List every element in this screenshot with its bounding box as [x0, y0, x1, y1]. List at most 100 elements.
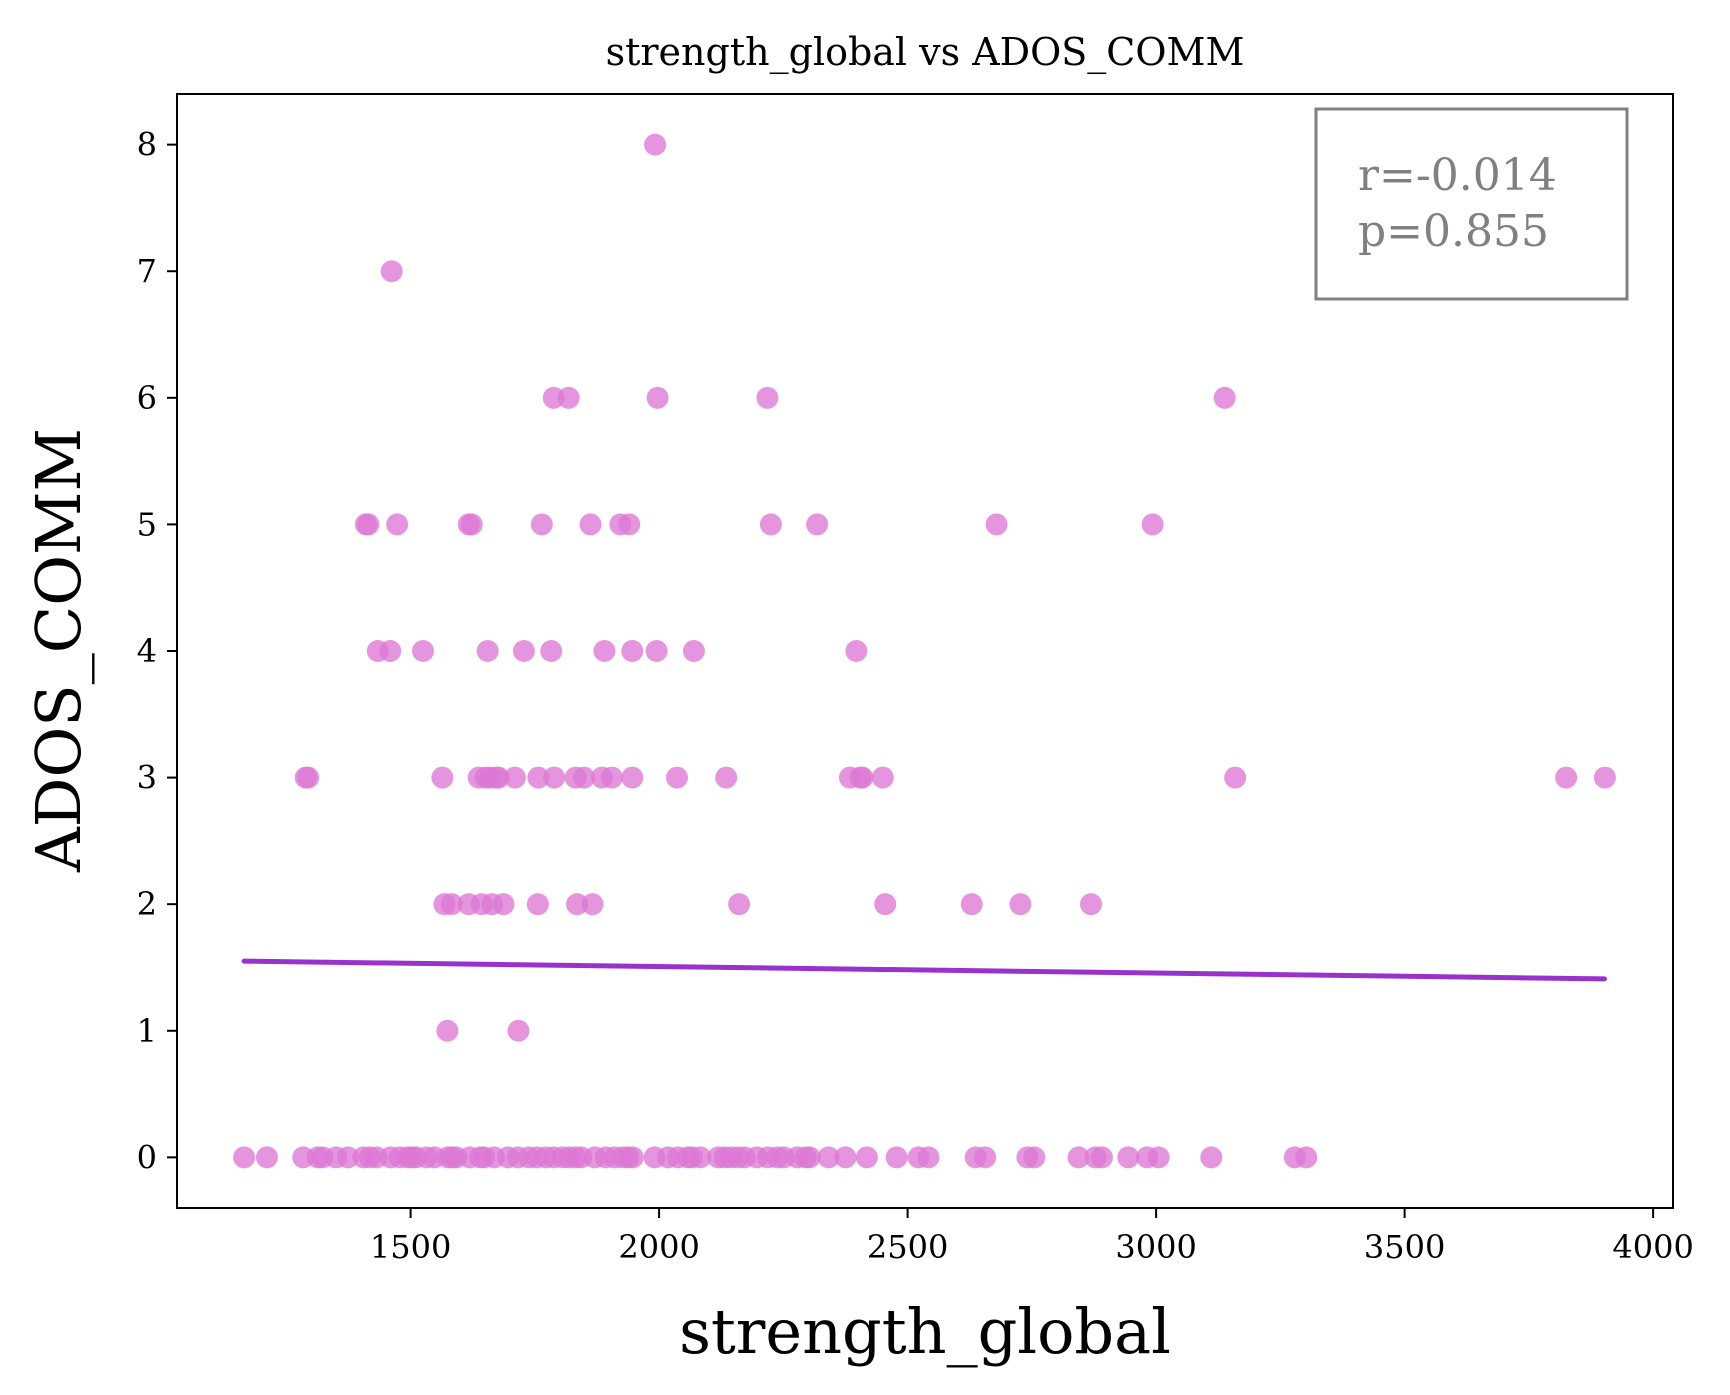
scatter-point [917, 1146, 940, 1169]
scatter-point [507, 1019, 530, 1042]
scatter-point [985, 513, 1008, 536]
scatter-point [233, 1146, 256, 1169]
y-tick-label: 6 [137, 379, 157, 417]
y-tick-label: 1 [137, 1012, 157, 1050]
scatter-points [233, 133, 1616, 1169]
scatter-point [379, 640, 402, 662]
scatter-point [460, 513, 483, 536]
x-axis-title: strength_global [679, 1295, 1171, 1368]
scatter-point [581, 893, 604, 916]
regression-line [241, 958, 1607, 982]
scatter-point [579, 513, 602, 536]
scatter-point [476, 640, 499, 662]
scatter-point [357, 513, 380, 536]
scatter-point [974, 1146, 997, 1169]
scatter-point [1224, 766, 1247, 789]
scatter-point [834, 1146, 857, 1169]
scatter-point [845, 640, 868, 662]
scatter-point [380, 260, 403, 283]
correlation-r-text: r=-0.014 [1358, 150, 1557, 201]
scatter-point [593, 640, 616, 662]
scatter-point [621, 766, 644, 789]
x-tick-label: 3500 [1364, 1228, 1445, 1266]
y-tick-label: 3 [137, 759, 157, 797]
trend-line-layer [241, 958, 1607, 982]
scatter-point [618, 513, 641, 536]
scatter-point [1117, 1146, 1140, 1169]
scatter-point [806, 513, 829, 536]
scatter-point [336, 1146, 359, 1169]
scatter-point [1147, 1146, 1170, 1169]
scatter-point [530, 513, 553, 536]
scatter-point [412, 640, 435, 662]
scatter-point [689, 1146, 712, 1169]
scatter-point [665, 766, 688, 789]
scatter-point [645, 640, 668, 662]
scatter-point [756, 386, 779, 409]
x-axis-ticks: 1500 2000 2500 3000 3500 4000 [370, 1208, 1694, 1266]
y-axis-ticks: 0 1 2 3 4 5 6 7 8 [137, 126, 177, 1176]
correlation-annotation-box: r=-0.014 p=0.855 [1314, 107, 1629, 301]
scatter-point [492, 893, 515, 916]
scatter-point [646, 386, 669, 409]
y-tick-label: 2 [137, 885, 157, 923]
scatter-point [527, 766, 550, 789]
scatter-point [526, 893, 549, 916]
scatter-point [487, 766, 510, 789]
scatter-point [1593, 766, 1616, 789]
scatter-point [798, 1146, 821, 1169]
y-tick-label: 4 [137, 632, 157, 670]
scatter-point [431, 766, 454, 789]
scatter-point [255, 1146, 278, 1169]
x-tick-label: 3000 [1115, 1228, 1196, 1266]
scatter-point [851, 766, 874, 789]
scatter-point [1023, 1146, 1046, 1169]
x-tick-label: 2000 [618, 1228, 699, 1266]
scatter-point [297, 766, 320, 789]
scatter-point [715, 766, 738, 789]
scatter-point [1090, 1146, 1113, 1169]
scatter-point [1213, 386, 1236, 409]
x-tick-label: 2500 [867, 1228, 948, 1266]
scatter-point [1009, 893, 1032, 916]
y-tick-label: 8 [137, 126, 157, 164]
scatter-point [573, 766, 596, 789]
scatter-point [728, 893, 751, 916]
scatter-point [855, 1146, 878, 1169]
scatter-point [621, 640, 644, 662]
scatter-point [600, 766, 623, 789]
scatter-point [386, 513, 409, 536]
scatter-point [503, 766, 526, 789]
y-tick-label: 0 [137, 1138, 157, 1176]
scatter-point [871, 766, 894, 789]
annotation-frame [1314, 107, 1629, 301]
scatter-point [566, 893, 589, 916]
scatter-point [644, 133, 667, 156]
scatter-point [1141, 513, 1164, 536]
x-tick-label: 1500 [370, 1228, 451, 1266]
scatter-point [885, 1146, 908, 1169]
scatter-point [540, 640, 563, 662]
scatter-point [1295, 1146, 1318, 1169]
scatter-point [759, 513, 782, 536]
scatter-point [960, 893, 983, 916]
scatter-point [436, 1019, 459, 1042]
scatter-point [440, 893, 463, 916]
scatter-point [682, 640, 705, 662]
x-tick-label: 4000 [1612, 1228, 1693, 1266]
scatter-point [543, 766, 566, 789]
scatter-point [557, 386, 580, 409]
y-tick-label: 7 [137, 252, 157, 290]
scatter-point [621, 1146, 644, 1169]
scatter-point [512, 640, 535, 662]
scatter-point [1067, 1146, 1090, 1169]
scatter-point [1080, 893, 1103, 916]
scatter-point [874, 893, 897, 916]
chart-title: strength_global vs ADOS_COMM [606, 30, 1245, 75]
y-axis-title: ADOS_COMM [22, 428, 95, 873]
y-tick-label: 5 [137, 505, 157, 543]
scatter-point [1555, 766, 1578, 789]
correlation-p-text: p=0.855 [1358, 206, 1549, 257]
scatter-point [817, 1146, 840, 1169]
